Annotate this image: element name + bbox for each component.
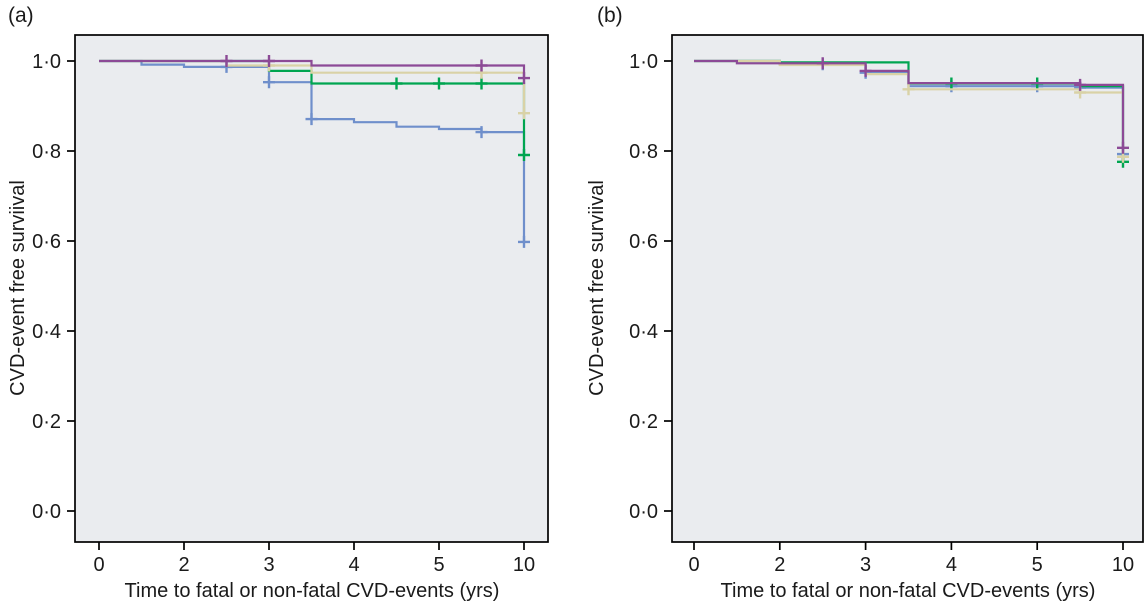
x-tick-label-a: 4 [348,554,359,576]
x-axis-title-a: Time to fatal or non-fatal CVD-events (y… [125,580,500,602]
censor-mark-purple-b [1074,78,1087,91]
y-tick-label-b: 0·0 [629,501,658,523]
censor-mark-purple-a [263,55,275,67]
y-axis-title-a: CVD-event free surviival [7,180,29,396]
y-axis-title-b: CVD-event free surviival [586,180,608,396]
x-tick-label-a: 0 [93,554,104,576]
plot-area-b [672,35,1143,542]
y-tick-label-a: 0·2 [32,411,61,433]
series-purple-line-b [694,59,1125,148]
y-tick-label-b: 0·6 [629,231,658,253]
km-plot-panel-a: 0 2 3 4 5 10 1·0 0·8 0·6 0·4 0·2 0·0 [32,34,549,576]
censor-mark-tan-a [518,107,530,120]
y-tick-label-b: 0·8 [629,141,658,163]
censor-mark-green-a [433,77,445,90]
series-purple-line-a [99,59,526,79]
series-purple-a [99,55,530,85]
x-tick-label-a: 2 [178,554,189,576]
x-tick-label-b: 4 [946,554,957,576]
censor-mark-tan-b [902,83,915,96]
x-tick-label-b: 2 [774,554,785,576]
x-tick-label-a: 5 [433,554,444,576]
plot-frame-b [671,34,1144,543]
x-tick-label-a: 3 [263,554,274,576]
km-plot-panel-b: 0 2 3 4 5 10 1·0 0·8 0·6 0·4 0·2 0·0 [629,34,1144,576]
x-tick-label-b: 3 [860,554,871,576]
y-tick-label-a: 1·0 [32,51,61,73]
y-tick-label-a: 0·0 [32,501,61,523]
censor-mark-purple-b [816,57,829,70]
censor-mark-green-a [475,77,488,90]
censor-mark-blue-a [263,76,275,89]
x-tick-label-b: 0 [688,554,699,576]
censor-mark-blue-a [305,113,318,126]
y-tick-label-a: 0·4 [32,321,61,343]
x-tick-label-a: 10 [513,554,535,576]
panel-a-letter: (a) [8,4,34,27]
censor-mark-purple-b [1117,141,1129,154]
x-tick-label-b: 5 [1032,554,1043,576]
series-purple-b [694,57,1129,154]
censor-mark-blue-a [475,126,488,139]
y-tick-label-b: 0·4 [629,321,658,343]
y-tick-label-b: 1·0 [629,51,658,73]
x-tick-label-b: 10 [1112,554,1134,576]
y-tick-label-b: 0·2 [629,411,658,433]
panel-b-letter: (b) [597,4,623,27]
censor-mark-purple-a [475,59,488,72]
censor-mark-green-a [518,149,530,161]
plot-frame-a [74,34,549,543]
censor-mark-purple-a [518,72,530,85]
censor-mark-purple-a [220,55,233,67]
censor-mark-green-a [390,77,403,90]
censor-mark-purple-b [859,64,872,77]
x-axis-title-b: Time to fatal or non-fatal CVD-events (y… [721,580,1096,602]
y-tick-label-a: 0·6 [32,231,61,253]
y-tick-label-a: 0·8 [32,141,61,163]
censor-mark-blue-a [518,235,530,248]
